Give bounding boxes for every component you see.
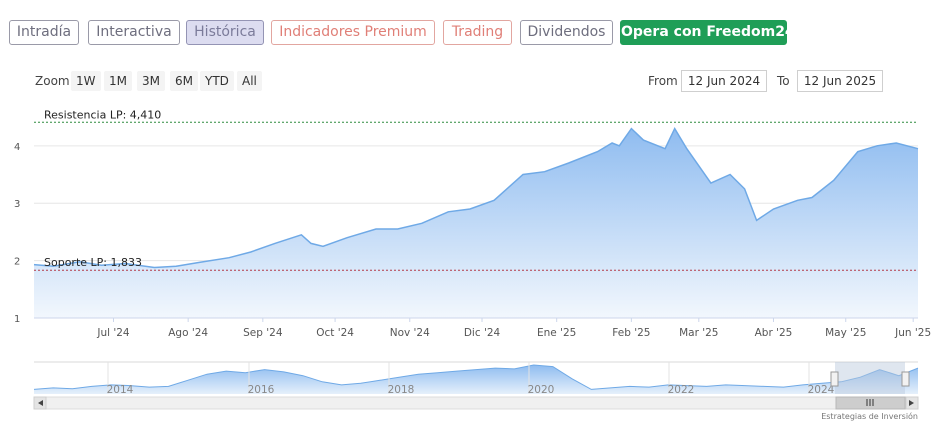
x-tick-label: Mar '25 <box>679 327 718 339</box>
navigator-left-handle[interactable] <box>830 371 839 387</box>
to-date-input[interactable]: 12 Jun 2025 <box>797 70 883 92</box>
zoom-1w-button[interactable]: 1W <box>71 71 101 91</box>
x-tick-label: Dic '24 <box>464 327 501 339</box>
navigator-year-label: 2022 <box>668 384 695 396</box>
x-tick-label: Sep '24 <box>243 327 283 339</box>
zoom-ytd-button[interactable]: YTD <box>200 71 234 91</box>
price-line <box>33 127 919 269</box>
scrollbar[interactable] <box>33 396 919 410</box>
y-axis: 1 2 3 4 <box>14 142 20 325</box>
y-tick-label: 4 <box>14 142 20 153</box>
tab-dividendos[interactable]: Dividendos <box>520 20 613 45</box>
support-label: Soporte LP: 1,833 <box>44 256 142 269</box>
zoom-1m-button[interactable]: 1M <box>104 71 132 91</box>
x-tick-label: Ago '24 <box>168 327 208 339</box>
navigator-area <box>34 365 918 394</box>
watermark: Estrategias de Inversión <box>821 411 918 421</box>
navigator-year-label: 2016 <box>248 384 275 396</box>
x-tick-label: Oct '24 <box>316 327 354 339</box>
navigator-years: 2014 2016 2018 2020 2022 2024 <box>107 362 835 396</box>
navigator-year-label: 2024 <box>808 384 835 396</box>
resistance-label: Resistencia LP: 4,410 <box>44 108 161 121</box>
x-tick-label: Nov '24 <box>390 327 430 339</box>
to-label: To <box>777 74 790 88</box>
zoom-3m-button[interactable]: 3M <box>137 71 165 91</box>
navigator-selection[interactable] <box>835 362 905 394</box>
from-date-input[interactable]: 12 Jun 2024 <box>681 70 767 92</box>
x-tick-label: Feb '25 <box>612 327 650 339</box>
x-tick-label: May '25 <box>825 327 866 339</box>
y-tick-label: 3 <box>14 199 20 210</box>
x-tick-label: Jul '24 <box>96 327 130 339</box>
tab-indicadores-premium[interactable]: Indicadores Premium <box>271 20 435 45</box>
price-area <box>34 128 918 318</box>
y-tick-label: 1 <box>14 314 20 325</box>
tab-trading[interactable]: Trading <box>443 20 512 45</box>
zoom-all-button[interactable]: All <box>237 71 262 91</box>
navigator[interactable]: 2014 2016 2018 2020 2022 2024 <box>33 361 919 396</box>
opera-freedom24-button[interactable]: Opera con Freedom24 <box>620 20 795 45</box>
x-tick-label: Abr '25 <box>755 327 793 339</box>
navigator-year-label: 2020 <box>528 384 555 396</box>
y-tick-label: 2 <box>14 257 20 268</box>
grip-lines-icon <box>866 399 874 406</box>
tab-interactiva[interactable]: Interactiva <box>88 20 180 45</box>
x-tick-label: Ene '25 <box>537 327 576 339</box>
zoom-label: Zoom <box>35 74 70 88</box>
zoom-6m-button[interactable]: 6M <box>170 71 198 91</box>
tab-intradia[interactable]: Intradía <box>9 20 79 45</box>
navigator-line <box>33 364 919 390</box>
from-label: From <box>648 74 678 88</box>
navigator-year-label: 2018 <box>388 384 415 396</box>
x-axis: Jul '24 Ago '24 Sep '24 Oct '24 Nov '24 Dic '… <box>34 317 931 339</box>
tab-historica[interactable]: Histórica <box>186 20 264 45</box>
x-tick-label: Jun '25 <box>894 327 931 339</box>
navigator-year-label: 2014 <box>107 384 134 396</box>
navigator-right-handle[interactable] <box>901 371 910 387</box>
